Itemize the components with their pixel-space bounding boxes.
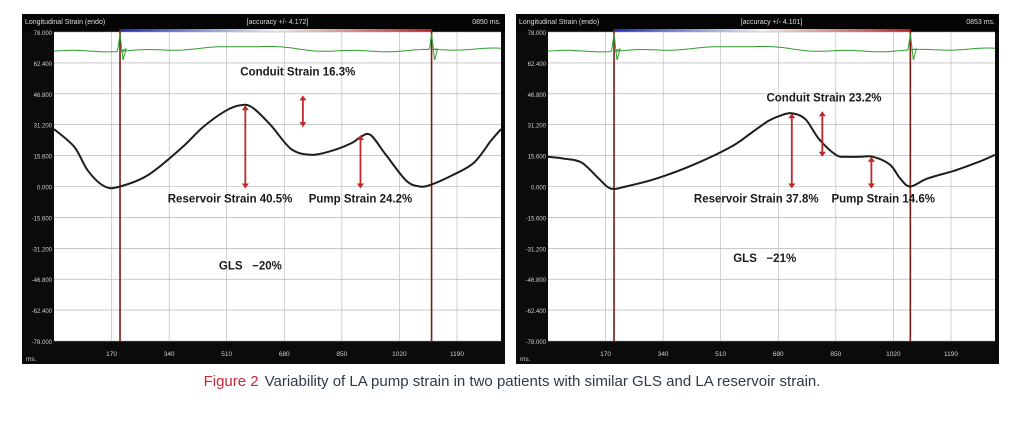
header-time-right: 0853 ms. [966, 19, 995, 26]
x-tick-label-left: 680 [279, 351, 290, 358]
strain-annotation-left: GLS −20% [219, 261, 282, 273]
y-tick-label-right: 62.400 [528, 62, 547, 68]
x-tick-label-left: 1020 [392, 351, 407, 358]
arrow-head-bottom-right [818, 151, 826, 157]
strain-chart-left: Longitudinal Strain (endo) [accuracy +/- … [22, 14, 505, 364]
header-accuracy-left: [accuracy +/- 4.172] [247, 19, 309, 26]
header-band-right [516, 14, 999, 32]
y-tick-label-right: -78.000 [526, 340, 547, 346]
figure-caption-text: Variability of LA pump strain in two pat… [264, 373, 821, 390]
y-tick-label-right: 78.000 [528, 31, 547, 37]
x-tick-label-right: 170 [600, 351, 611, 358]
arrow-head-top-left [356, 135, 364, 140]
x-tick-label-right: 680 [773, 351, 784, 358]
y-tick-label-right: -62.400 [526, 309, 547, 315]
header-title-left: Longitudinal Strain (endo) [25, 19, 105, 26]
strain-annotation-left: Pump Strain 24.2% [309, 193, 413, 205]
x-tick-label-left: 1190 [450, 351, 464, 358]
x-tick-label-left: 510 [221, 351, 232, 358]
strain-annotation-right: Pump Strain 14.6% [831, 193, 935, 205]
y-tick-label-right: -46.800 [526, 278, 547, 284]
ecg-trace-right [547, 33, 996, 61]
x-axis-label-right: ms. [520, 356, 531, 363]
y-tick-label-left: -15.600 [32, 216, 53, 222]
x-tick-label-left: 850 [336, 351, 347, 358]
ecg-trace-left [53, 33, 502, 61]
y-tick-label-left: -78.000 [32, 340, 53, 346]
x-tick-label-left: 340 [164, 351, 175, 358]
y-tick-label-left: 62.400 [34, 62, 53, 68]
figure-caption: Figure 2 Variability of LA pump strain in… [0, 373, 1024, 390]
x-tick-label-right: 510 [715, 351, 726, 358]
arrow-head-top-left [241, 105, 249, 111]
header-band-left [22, 14, 505, 32]
y-tick-label-right: 15.600 [528, 155, 547, 161]
x-tick-label-right: 340 [658, 351, 669, 358]
header-accuracy-right: [accuracy +/- 4.101] [741, 19, 803, 26]
strain-annotation-left: Reservoir Strain 40.5% [168, 193, 293, 205]
header-title-right: Longitudinal Strain (endo) [519, 19, 599, 26]
arrow-head-top-right [867, 156, 875, 162]
arrow-head-bottom-left [299, 122, 307, 128]
arrow-head-bottom-left [356, 183, 364, 189]
y-tick-label-left: 78.000 [34, 31, 53, 37]
x-tick-label-right: 1020 [886, 351, 901, 358]
y-tick-label-right: 46.800 [528, 93, 547, 99]
arrow-head-bottom-left [241, 183, 249, 189]
x-tick-label-left: 170 [106, 351, 117, 358]
y-tick-label-right: 0.000 [531, 186, 547, 192]
y-tick-label-left: 46.800 [34, 93, 53, 99]
y-tick-label-left: 0.000 [37, 186, 53, 192]
y-tick-label-right: -15.600 [526, 216, 547, 222]
strain-annotation-right: Reservoir Strain 37.8% [694, 193, 819, 205]
y-tick-label-left: -31.200 [32, 247, 53, 253]
color-scale-bar-left [120, 29, 432, 32]
y-tick-label-left: -46.800 [32, 278, 53, 284]
arrow-head-bottom-right [867, 183, 875, 189]
strain-annotation-right: GLS −21% [733, 253, 796, 265]
figure-label: Figure 2 [203, 373, 259, 390]
strain-chart-right: Longitudinal Strain (endo) [accuracy +/- … [516, 14, 999, 364]
y-tick-label-left: 31.200 [34, 124, 53, 130]
arrow-head-top-right [788, 113, 796, 119]
strain-plot-right: Longitudinal Strain (endo) [accuracy +/- … [516, 14, 999, 363]
x-axis-label-left: ms. [26, 356, 37, 363]
y-tick-label-left: 15.600 [34, 155, 53, 161]
header-time-left: 0850 ms. [472, 19, 501, 26]
y-tick-label-right: -31.200 [526, 247, 547, 253]
x-tick-label-right: 1190 [944, 351, 958, 358]
arrow-head-bottom-right [788, 183, 796, 189]
y-tick-label-left: -62.400 [32, 309, 53, 315]
strain-plot-left: Longitudinal Strain (endo) [accuracy +/- … [22, 14, 505, 363]
strain-curve-right [547, 112, 996, 190]
strain-annotation-right: Conduit Strain 23.2% [766, 92, 881, 104]
y-tick-label-right: 31.200 [528, 124, 547, 130]
strain-annotation-left: Conduit Strain 16.3% [240, 67, 355, 79]
arrow-head-top-left [299, 95, 307, 101]
arrow-head-top-right [818, 111, 826, 117]
strain-curve-left [53, 103, 502, 190]
x-tick-label-right: 850 [830, 351, 841, 358]
color-scale-bar-right [614, 29, 911, 32]
